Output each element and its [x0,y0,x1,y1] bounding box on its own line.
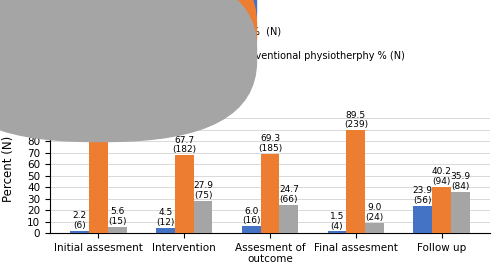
Text: 6.0
(16): 6.0 (16) [242,207,260,225]
Text: 2.2
(6): 2.2 (6) [72,211,86,230]
Text: 92.1
(246): 92.1 (246) [86,108,110,126]
Text: 67.7
(182): 67.7 (182) [172,136,196,154]
Bar [156,228,174,233]
Text: 23.9
(56): 23.9 (56) [413,186,433,205]
Bar [280,205,298,233]
Y-axis label: Percent (N): Percent (N) [2,136,15,202]
Bar [366,223,384,233]
Bar [89,127,108,233]
Text: 9.0
(24): 9.0 (24) [366,203,384,222]
Bar [70,231,89,233]
Bar [432,187,451,233]
Bar [242,226,260,233]
Text: 24.7
(66): 24.7 (66) [279,185,299,204]
Text: 35.9
(84): 35.9 (84) [450,172,470,191]
Bar [328,232,346,233]
Bar [414,206,432,233]
Bar [194,201,212,233]
Bar [260,154,280,233]
Text: 89.5
(239): 89.5 (239) [344,111,368,129]
Text: 27.9
(75): 27.9 (75) [193,181,213,200]
Text: Conventional physiotherapy %  (N): Conventional physiotherapy % (N) [110,27,281,37]
Text: 69.3
(185): 69.3 (185) [258,134,282,153]
Text: 40.2
(94): 40.2 (94) [432,168,452,186]
Bar [174,155,194,233]
Text: Combination, remote and conventional physiotherphy % (N): Combination, remote and conventional phy… [110,51,405,61]
Bar [346,130,366,233]
Text: 5.6
(15): 5.6 (15) [108,207,126,226]
Bar [108,227,126,233]
Bar [451,192,470,233]
Text: 1.5
(4): 1.5 (4) [330,212,344,230]
Text: Remote physiotherapy %  (N): Remote physiotherapy % (N) [110,3,255,13]
Text: 4.5
(12): 4.5 (12) [156,209,174,227]
